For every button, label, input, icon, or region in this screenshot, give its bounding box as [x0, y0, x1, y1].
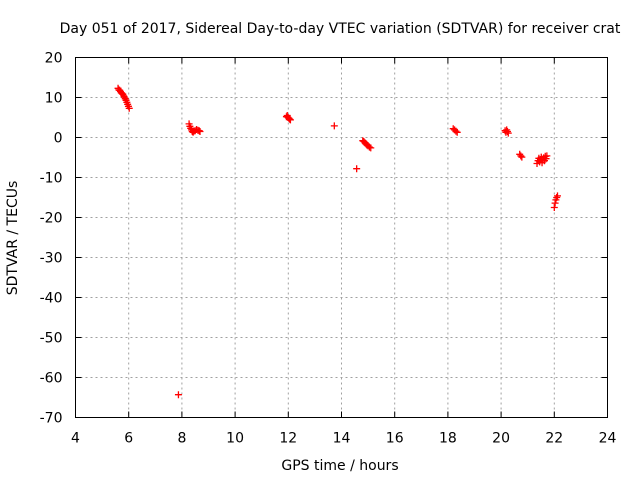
data-point: [286, 116, 294, 124]
x-tick-label: 10: [226, 431, 244, 447]
data-point: [365, 143, 373, 151]
data-point: [174, 391, 182, 399]
data-point: [553, 192, 561, 200]
plot-frame: [75, 57, 608, 418]
y-tick-label: 0: [54, 131, 63, 147]
data-point: [330, 122, 338, 130]
data-point: [553, 194, 561, 201]
y-tick-label: -60: [40, 371, 63, 387]
x-tick-label: 18: [439, 431, 457, 447]
data-point: [518, 153, 526, 161]
y-tick-label: -70: [40, 411, 63, 427]
data-point: [120, 93, 128, 101]
x-tick-label: 8: [177, 431, 186, 447]
data-point: [195, 127, 203, 135]
grid-lines: [75, 57, 608, 418]
x-tick-label: 20: [492, 431, 510, 447]
data-point: [452, 127, 460, 135]
data-point: [453, 128, 461, 136]
y-tick-label: 20: [45, 51, 63, 67]
y-tick-label: 10: [45, 91, 63, 107]
x-tick-label: 14: [333, 431, 351, 447]
data-point: [367, 144, 375, 152]
data-point: [504, 129, 512, 137]
y-axis-label: SDTVAR / TECUs: [5, 181, 21, 296]
data-point: [543, 152, 551, 160]
data-point: [503, 126, 511, 134]
chart-title: Day 051 of 2017, Sidereal Day-to-day VTE…: [60, 21, 621, 37]
data-point: [503, 128, 511, 135]
data-point: [353, 165, 361, 173]
y-tick-labels: -70 -60 -50 -40 -30 -20 -10 0 10 20: [40, 51, 63, 427]
y-tick-label: -10: [40, 171, 63, 187]
x-tick-label: 22: [545, 431, 563, 447]
x-tick-label: 4: [71, 431, 80, 447]
x-tick-label: 24: [599, 431, 617, 447]
data-points: [114, 84, 561, 399]
y-tick-label: -20: [40, 211, 63, 227]
y-tick-label: -50: [40, 331, 63, 347]
data-point: [285, 114, 293, 122]
data-point: [125, 104, 133, 112]
x-axis-label: GPS time / hours: [281, 458, 398, 474]
data-point: [550, 204, 558, 211]
x-tick-label: 12: [279, 431, 297, 447]
data-point: [286, 115, 294, 123]
x-tick-label: 6: [124, 431, 133, 447]
data-point: [551, 199, 559, 207]
x-tick-label: 16: [386, 431, 404, 447]
x-tick-labels: 4 6 8 10 12 14 16 18 20 22 24: [71, 431, 616, 447]
data-point: [196, 128, 204, 135]
data-point: [121, 95, 129, 103]
data-point: [517, 152, 525, 160]
y-tick-label: -40: [40, 291, 63, 307]
y-tick-label: -30: [40, 251, 63, 267]
